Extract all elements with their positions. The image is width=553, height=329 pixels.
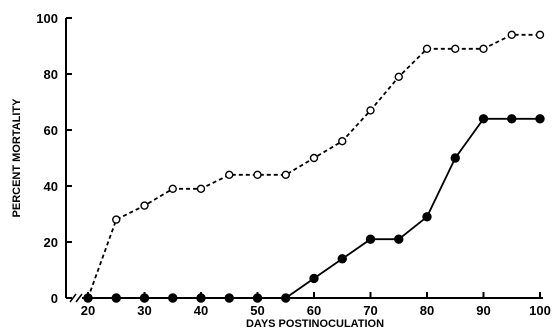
data-point bbox=[535, 30, 545, 39]
series-line bbox=[88, 117, 540, 299]
data-point bbox=[535, 114, 545, 124]
data-point bbox=[507, 114, 517, 124]
data-point bbox=[224, 293, 234, 303]
data-point bbox=[281, 293, 291, 303]
axes bbox=[65, 18, 543, 303]
x-tick-label: 90 bbox=[476, 303, 490, 318]
data-point bbox=[309, 273, 319, 284]
x-ticks: 20 30 40 50 60 70 80 90 100 bbox=[81, 292, 551, 318]
x-tick-label: 60 bbox=[307, 303, 321, 318]
data-point bbox=[365, 234, 376, 244]
data-point bbox=[451, 44, 460, 53]
data-point bbox=[111, 293, 121, 303]
y-tick-label: 60 bbox=[44, 123, 58, 138]
data-point bbox=[140, 201, 149, 210]
y-ticks: 0 20 40 60 80 100 bbox=[36, 11, 72, 306]
data-point bbox=[168, 293, 178, 303]
data-point bbox=[479, 44, 488, 53]
data-point bbox=[309, 153, 319, 163]
data-point bbox=[168, 184, 177, 194]
data-point bbox=[196, 293, 206, 303]
x-tick-label: 70 bbox=[363, 303, 377, 318]
data-point bbox=[196, 184, 206, 194]
y-axis-label: PERCENT MORTALITY bbox=[11, 98, 23, 218]
series-layer bbox=[83, 30, 545, 303]
y-tick-label: 0 bbox=[51, 291, 58, 306]
y-tick-label: 80 bbox=[44, 67, 58, 82]
x-tick-label: 80 bbox=[420, 303, 434, 318]
series-2 bbox=[83, 114, 545, 303]
data-point bbox=[281, 170, 290, 180]
data-point bbox=[139, 293, 150, 303]
data-point bbox=[337, 254, 347, 264]
y-tick-label: 20 bbox=[44, 235, 58, 250]
x-tick-label: 50 bbox=[250, 303, 264, 318]
series-line bbox=[87, 33, 540, 299]
data-point bbox=[422, 44, 432, 53]
data-point bbox=[366, 106, 375, 115]
data-point bbox=[394, 72, 403, 82]
data-point bbox=[422, 212, 432, 222]
x-tick-label: 40 bbox=[194, 303, 208, 318]
data-point bbox=[338, 136, 347, 146]
data-point bbox=[252, 293, 263, 303]
data-point bbox=[253, 170, 262, 180]
data-point bbox=[478, 114, 489, 124]
data-point bbox=[225, 170, 234, 180]
data-point bbox=[112, 215, 121, 224]
x-tick-label: 100 bbox=[529, 303, 551, 318]
x-axis-label: DAYS POSTINOCULATION bbox=[246, 318, 384, 329]
data-point bbox=[450, 153, 460, 163]
y-tick-label: 40 bbox=[44, 179, 58, 194]
x-tick-label: 20 bbox=[81, 303, 95, 318]
data-point bbox=[83, 293, 93, 303]
series-1 bbox=[83, 30, 545, 303]
axis-break-icon bbox=[69, 293, 83, 303]
y-tick-label: 100 bbox=[36, 11, 58, 26]
x-tick-label: 30 bbox=[137, 303, 151, 318]
data-point bbox=[394, 234, 404, 244]
data-point bbox=[507, 30, 516, 39]
